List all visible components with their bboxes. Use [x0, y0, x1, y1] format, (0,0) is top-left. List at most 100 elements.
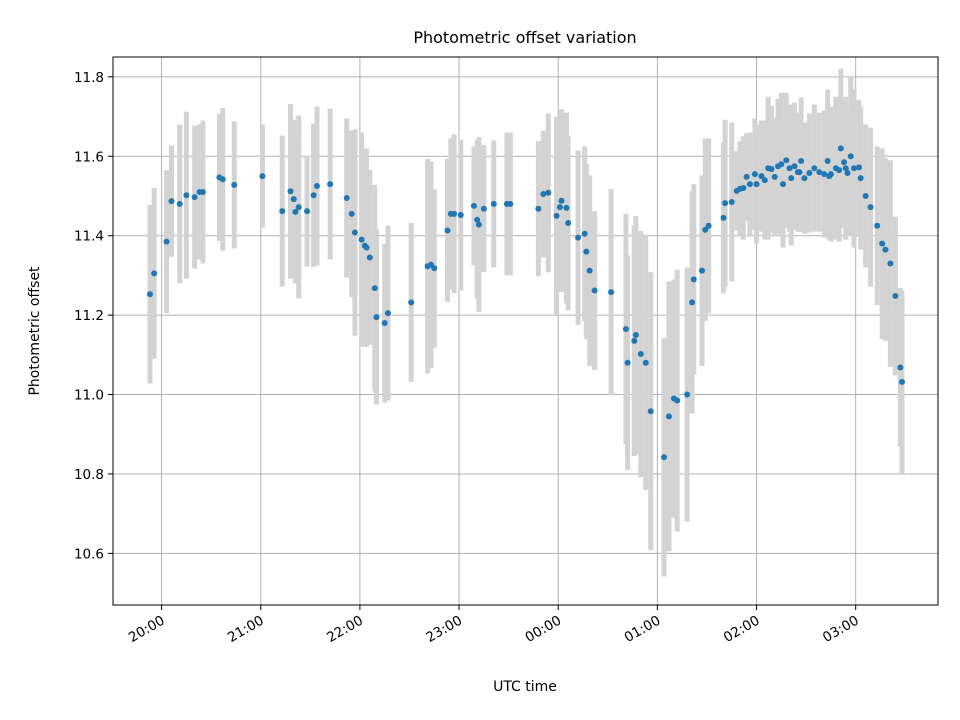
y-tick-label: 11.2 — [74, 308, 104, 324]
data-point — [313, 183, 320, 190]
data-point — [431, 265, 438, 272]
data-point — [575, 234, 582, 241]
data-point — [480, 205, 487, 212]
data-point — [507, 200, 514, 207]
data-point — [642, 359, 649, 366]
data-point — [801, 175, 808, 182]
data-point — [791, 163, 798, 170]
data-point — [540, 191, 547, 197]
data-point — [743, 173, 750, 180]
data-point — [371, 285, 378, 292]
data-point — [384, 310, 391, 317]
data-point — [699, 267, 706, 274]
data-point — [842, 165, 849, 172]
data-point — [728, 198, 735, 205]
data-point — [363, 244, 370, 251]
data-point — [545, 189, 552, 196]
data-point — [796, 169, 803, 176]
data-point — [168, 198, 175, 205]
data-point — [740, 185, 747, 192]
data-point — [836, 167, 843, 174]
y-tick-label: 11.6 — [74, 149, 104, 165]
data-point — [348, 210, 355, 217]
data-point — [474, 216, 481, 223]
data-point — [290, 196, 297, 203]
data-point — [746, 181, 753, 188]
data-point — [768, 165, 775, 172]
data-point — [684, 391, 691, 398]
data-point — [295, 204, 302, 211]
data-point — [219, 176, 226, 183]
data-point — [882, 246, 889, 253]
data-point — [837, 145, 844, 152]
data-point — [862, 192, 869, 199]
data-point — [583, 248, 590, 255]
data-point — [778, 161, 785, 168]
data-point — [191, 194, 198, 201]
data-point — [475, 221, 482, 228]
data-point — [490, 200, 497, 207]
data-point — [841, 159, 848, 166]
data-point — [867, 204, 874, 211]
data-point — [720, 214, 727, 221]
data-point — [608, 289, 615, 296]
data-point — [879, 240, 886, 247]
data-point — [292, 208, 299, 215]
data-point — [558, 197, 565, 204]
data-point — [690, 276, 697, 283]
plot-frame — [112, 56, 939, 606]
data-point — [151, 270, 158, 277]
data-point — [358, 236, 365, 243]
data-point — [705, 222, 712, 229]
data-point — [565, 219, 572, 226]
data-point — [851, 165, 858, 172]
data-point — [811, 165, 818, 172]
data-point — [183, 192, 190, 199]
data-point — [827, 171, 834, 178]
data-point — [622, 326, 629, 333]
data-point — [408, 299, 415, 306]
data-point — [231, 181, 238, 188]
data-point — [771, 173, 778, 180]
data-point — [637, 351, 644, 358]
y-tick-label: 11.4 — [74, 229, 104, 245]
data-point — [874, 222, 881, 229]
data-point — [624, 359, 631, 366]
y-tick-label: 10.8 — [74, 467, 104, 483]
data-point — [806, 169, 813, 176]
data-point — [351, 229, 358, 236]
data-point — [444, 227, 451, 234]
data-point — [586, 267, 593, 274]
data-point — [146, 291, 153, 298]
data-point — [647, 408, 654, 415]
data-point — [556, 204, 563, 211]
y-tick-label: 10.6 — [74, 546, 104, 562]
chart-title: Photometric offset variation — [413, 28, 636, 47]
data-point — [788, 175, 795, 182]
data-point — [783, 157, 790, 164]
data-point — [163, 238, 170, 245]
data-point — [366, 254, 373, 261]
data-point — [899, 378, 906, 385]
data-point — [761, 177, 768, 184]
data-point — [279, 208, 286, 215]
data-point — [553, 212, 560, 219]
data-point — [591, 287, 598, 294]
data-point — [287, 188, 294, 195]
data-point — [824, 158, 831, 165]
x-axis-label: UTC time — [493, 679, 557, 695]
data-point — [451, 210, 458, 217]
data-point — [470, 202, 477, 209]
data-point — [702, 226, 709, 233]
data-point — [535, 205, 542, 212]
data-point — [661, 454, 668, 461]
y-axis-label: Photometric offset — [27, 266, 43, 396]
data-point — [821, 171, 828, 178]
data-point — [786, 165, 793, 172]
data-point — [780, 181, 787, 188]
data-point — [381, 320, 388, 327]
data-point — [343, 194, 350, 201]
data-point — [798, 158, 805, 165]
y-tick-label: 11.8 — [74, 70, 104, 86]
